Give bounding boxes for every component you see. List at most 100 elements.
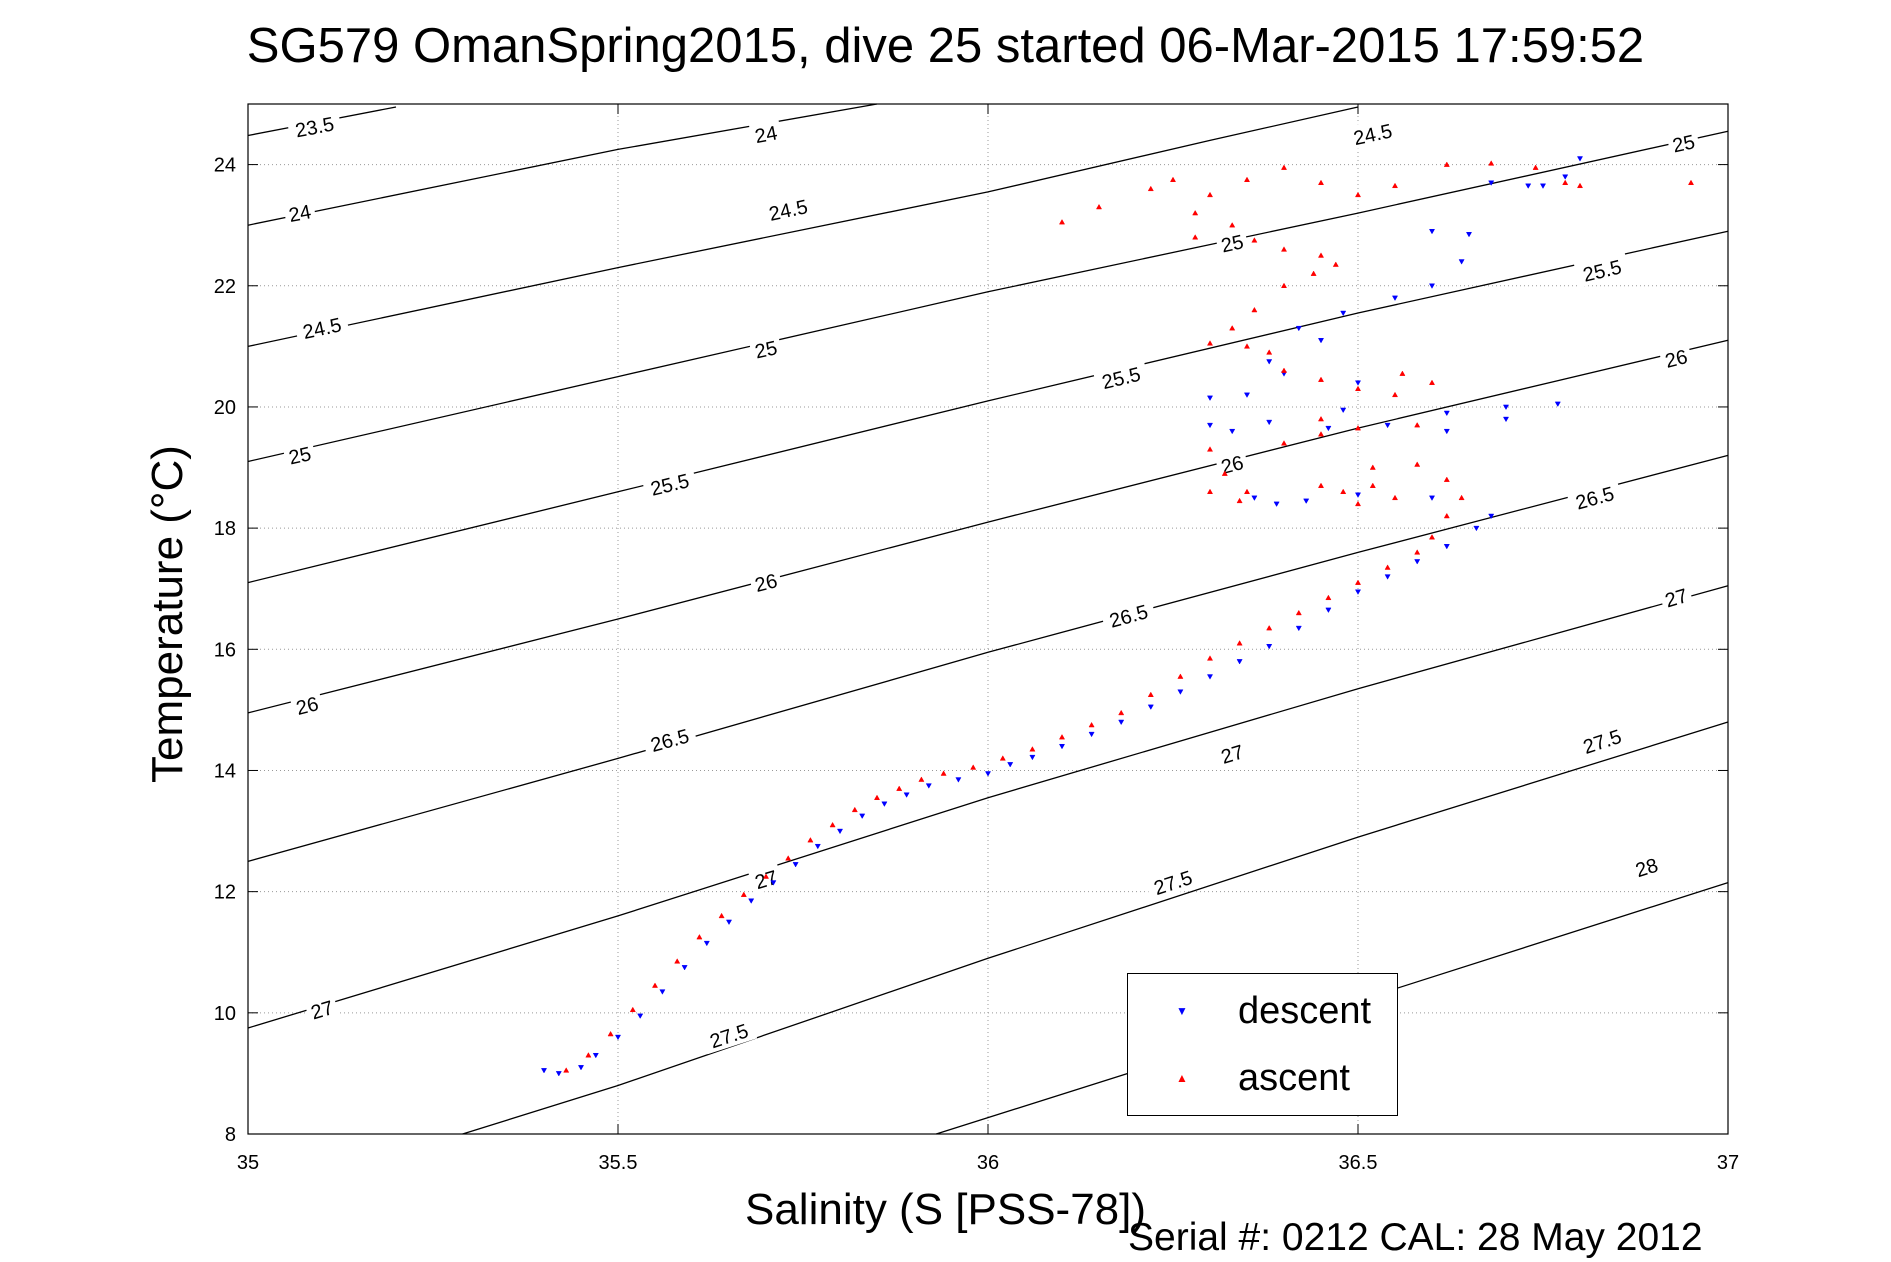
ascent-point: [1206, 191, 1214, 198]
ascent-point: [1295, 609, 1302, 616]
ascent-point: [1458, 494, 1465, 501]
y-tick-label: 18: [214, 518, 236, 540]
density-contour-line: [247, 130, 1729, 463]
descent-point: [1525, 183, 1532, 189]
ascent-point: [1192, 209, 1199, 216]
contour-label-text: 26: [753, 570, 780, 597]
descent-point: [792, 862, 799, 868]
descent-point: [1118, 719, 1125, 726]
contour-label: 25.5: [1573, 251, 1631, 288]
ascent-point: [1369, 482, 1376, 488]
ascent-point: [1251, 306, 1258, 313]
ascent-point: [1369, 464, 1376, 470]
ascent-marker-icon: ▲: [1176, 1071, 1188, 1085]
descent-point: [577, 1065, 585, 1071]
contour-label-background: [1658, 581, 1694, 613]
descent-point: [1229, 428, 1236, 435]
ascent-point: [1354, 385, 1362, 392]
ascent-point: [1532, 164, 1539, 170]
ascent-point: [1147, 185, 1154, 192]
descent-point: [984, 771, 992, 777]
y-tick-label: 8: [225, 1124, 236, 1146]
contour-label: 26.5: [641, 720, 698, 758]
ascent-point: [563, 1067, 570, 1073]
legend-label-descent: descent: [1238, 990, 1372, 1032]
ascent-point: [1391, 494, 1399, 501]
ascent-point: [1340, 488, 1347, 495]
ascent-point: [1058, 734, 1066, 740]
descent-point: [836, 828, 844, 835]
ascent-point: [1280, 282, 1288, 289]
ascent-point: [1251, 237, 1258, 243]
contour-label-text: 24: [753, 122, 779, 148]
ascent-point: [607, 1030, 614, 1037]
contour-label-text: 25: [1219, 231, 1246, 257]
ascent-point: [1354, 500, 1362, 507]
contour-label: 25: [748, 333, 784, 364]
descent-point: [1058, 743, 1066, 750]
ascent-point: [1206, 488, 1214, 495]
ascent-point: [970, 764, 977, 770]
descent-point: [1488, 180, 1495, 186]
ascent-point: [1236, 497, 1243, 504]
contour-label-background: [286, 109, 343, 143]
y-tick-label: 12: [214, 882, 236, 904]
ascent-point: [1325, 594, 1332, 601]
descent-point: [1295, 325, 1302, 332]
ascent-point: [1354, 425, 1362, 431]
ascent-point: [1206, 655, 1214, 661]
ascent-point: [1310, 270, 1317, 276]
descent-point: [1029, 754, 1036, 761]
ascent-point: [718, 912, 725, 919]
descent-point: [1473, 525, 1480, 532]
ascent-point: [1687, 179, 1695, 186]
ascent-point: [1058, 219, 1066, 225]
descent-point: [1266, 419, 1273, 426]
descent-point: [903, 792, 910, 798]
density-contour-line: [247, 106, 1359, 348]
contour-label-text: 25: [1671, 131, 1698, 157]
density-contour-line: [247, 103, 878, 226]
descent-point: [1273, 501, 1280, 507]
descent-point: [770, 880, 777, 886]
density-contours: [247, 103, 1729, 1135]
contour-label-background: [1092, 359, 1150, 395]
descent-point: [1317, 338, 1325, 344]
contour-label-background: [289, 689, 325, 720]
descent-point: [1539, 183, 1547, 189]
ascent-point: [940, 770, 947, 776]
descent-point: [1206, 674, 1214, 680]
x-axis-label: Salinity (S [PSS-78]): [744, 1185, 1147, 1234]
descent-point: [703, 940, 710, 947]
contour-label: 25: [1666, 127, 1701, 158]
contour-label-background: [1214, 227, 1250, 258]
contour-label-background: [748, 333, 784, 364]
contour-label-background: [303, 993, 340, 1025]
descent-point: [1554, 401, 1561, 408]
ascent-point: [1147, 691, 1154, 697]
ascent-point: [918, 776, 925, 782]
y-tick-label: 16: [214, 639, 236, 661]
contour-label-background: [641, 720, 698, 758]
descent-point: [1325, 607, 1332, 614]
descent-point: [1502, 404, 1510, 411]
descent-point: [1007, 762, 1014, 768]
ascent-point: [1399, 370, 1406, 376]
plot-area: [248, 104, 1728, 1134]
descent-point: [1576, 156, 1584, 162]
ascent-point: [1428, 534, 1436, 540]
ascent-point: [674, 958, 681, 964]
ascent-point: [1576, 182, 1584, 189]
contour-label: 25: [1214, 227, 1250, 258]
ascent-point: [1088, 721, 1095, 728]
legend-label-ascent: ascent: [1238, 1057, 1350, 1099]
density-contour-line: [247, 339, 1729, 714]
descent-point: [1266, 644, 1273, 650]
descent-point: [1458, 259, 1465, 265]
ascent-point: [1280, 246, 1288, 252]
ascent-point: [1229, 325, 1236, 331]
descent-point: [1295, 625, 1302, 632]
ascent-point: [629, 1006, 636, 1013]
contour-label: 27: [303, 993, 340, 1025]
